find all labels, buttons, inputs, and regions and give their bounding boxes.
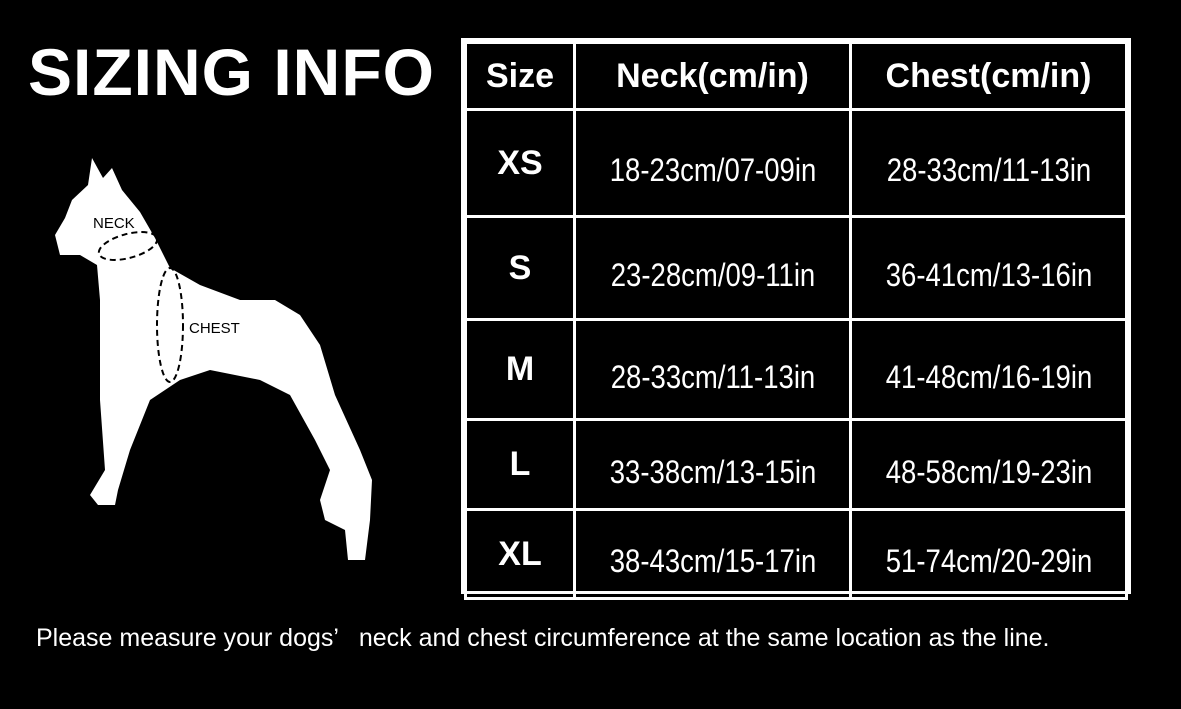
size-table: Size Neck(cm/in) Chest(cm/in) XS 18-23cm… xyxy=(461,38,1131,600)
header-neck: Neck(cm/in) xyxy=(573,41,852,111)
table-header-row: Size Neck(cm/in) Chest(cm/in) xyxy=(464,41,1128,111)
neck-measure-line xyxy=(97,231,159,261)
header-size: Size xyxy=(464,41,576,111)
size-cell: L xyxy=(464,418,576,511)
size-cell: S xyxy=(464,215,576,321)
dog-silhouette-diagram: NECK CHEST xyxy=(55,158,372,560)
table-row: XS 18-23cm/07-09in 28-33cm/11-13in xyxy=(464,108,1127,218)
neck-cell: 18-23cm/07-09in xyxy=(592,108,833,218)
measurement-note: Please measure your dogs’ neck and chest… xyxy=(36,624,1050,652)
neck-cell: 33-38cm/13-15in xyxy=(592,418,833,511)
table-row: XL 38-43cm/15-17in 51-74cm/20-29in xyxy=(464,508,1127,600)
neck-cell: 28-33cm/11-13in xyxy=(592,318,833,421)
table-row: M 28-33cm/11-13in 41-48cm/16-19in xyxy=(464,318,1127,421)
size-cell: M xyxy=(464,318,576,421)
table-row: S 23-28cm/09-11in 36-41cm/13-16in xyxy=(464,215,1127,321)
table-row: L 33-38cm/13-15in 48-58cm/19-23in xyxy=(464,418,1127,511)
neck-cell: 38-43cm/15-17in xyxy=(592,508,833,600)
chest-label: CHEST xyxy=(189,320,240,337)
chest-cell: 51-74cm/20-29in xyxy=(868,508,1109,600)
chest-cell: 36-41cm/13-16in xyxy=(868,215,1109,321)
chest-cell: 28-33cm/11-13in xyxy=(868,108,1109,218)
chest-cell: 48-58cm/19-23in xyxy=(868,418,1109,511)
header-chest: Chest(cm/in) xyxy=(849,41,1128,111)
size-cell: XS xyxy=(464,108,576,218)
size-cell: XL xyxy=(464,508,576,600)
dog-silhouette xyxy=(55,158,372,560)
page-title: SIZING INFO xyxy=(28,35,435,109)
neck-label: NECK xyxy=(93,215,135,232)
neck-cell: 23-28cm/09-11in xyxy=(592,215,833,321)
chest-measure-line xyxy=(156,267,184,383)
chest-cell: 41-48cm/16-19in xyxy=(868,318,1109,421)
